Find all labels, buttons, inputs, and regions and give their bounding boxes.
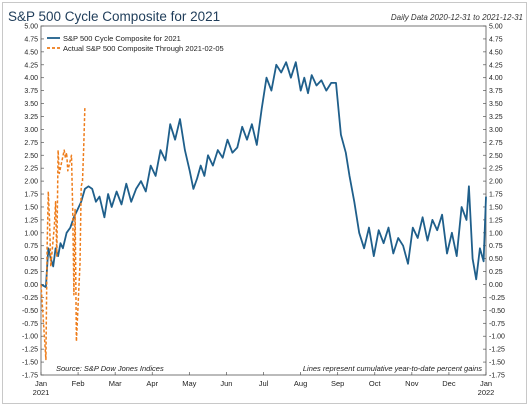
- x-tick-label: Jan: [35, 379, 47, 388]
- y-tick-label-right: 3.00: [489, 127, 503, 134]
- x-tick-label: Feb: [72, 379, 85, 388]
- chart-title: S&P 500 Cycle Composite for 2021: [8, 9, 220, 24]
- y-tick-label-left: 3.00: [24, 127, 38, 134]
- chart-border: [2, 2, 527, 404]
- y-tick-label-left: 4.25: [24, 62, 38, 69]
- x-tick-label: Jan: [480, 379, 492, 388]
- y-tick-label-left: 0.75: [24, 243, 38, 250]
- y-tick-label-left: 5.00: [24, 24, 38, 31]
- y-tick-label-left: 1.50: [24, 204, 38, 211]
- x-tick-label: Nov: [405, 379, 419, 388]
- y-tick-label-right: 2.00: [489, 179, 503, 186]
- legend-label-actual: Actual S&P 500 Composite Through 2021-02…: [63, 44, 224, 53]
- y-tick-label-left: 2.75: [24, 140, 38, 147]
- y-tick-label-left: 2.00: [24, 179, 38, 186]
- y-tick-label-right: -1.50: [489, 360, 505, 367]
- y-tick-label-left: 3.25: [24, 114, 38, 121]
- y-tick-label-left: 2.25: [24, 166, 38, 173]
- y-tick-label-right: 1.50: [489, 204, 503, 211]
- x-tick-label: May: [182, 379, 196, 388]
- y-tick-label-left: 1.00: [24, 230, 38, 237]
- y-tick-label-right: 4.25: [489, 62, 503, 69]
- y-tick-label-right: 4.50: [489, 49, 503, 56]
- x-tick-label: Mar: [109, 379, 122, 388]
- y-tick-label-right: -1.25: [489, 347, 505, 354]
- y-tick-label-right: 1.00: [489, 230, 503, 237]
- y-tick-label-left: 1.75: [24, 192, 38, 199]
- source-note: Source: S&P Dow Jones Indices: [56, 364, 164, 373]
- y-tick-label-left: 3.50: [24, 101, 38, 108]
- y-tick-label-right: 0.00: [489, 282, 503, 289]
- x-tick-label: Oct: [369, 379, 382, 388]
- y-tick-label-right: 4.75: [489, 36, 503, 43]
- y-tick-label-right: 5.00: [489, 24, 503, 31]
- y-tick-label-left: 3.75: [24, 88, 38, 95]
- series-layer: [40, 61, 487, 361]
- y-tick-label-right: -1.75: [489, 373, 505, 380]
- y-tick-label-left: 2.50: [24, 153, 38, 160]
- y-tick-label-left: -1.25: [22, 347, 38, 354]
- y-axis-left: 5.00 4.75 4.50 4.25 4.00 3.75 3.50 3.25 3.00 2.75…: [22, 24, 44, 380]
- legend-label-composite: S&P 500 Cycle Composite for 2021: [63, 34, 181, 43]
- y-tick-label-right: 1.25: [489, 217, 503, 224]
- x-tick-label: Aug: [294, 379, 307, 388]
- y-tick-label-right: 3.75: [489, 88, 503, 95]
- y-tick-label-left: 0.50: [24, 256, 38, 263]
- y-tick-label-left: 0.00: [24, 282, 38, 289]
- y-tick-label-right: 1.75: [489, 192, 503, 199]
- y-tick-label-right: -0.25: [489, 295, 505, 302]
- y-tick-label-right: 3.25: [489, 114, 503, 121]
- x-tick-label: Sep: [331, 379, 344, 388]
- x-tick-label: Apr: [146, 379, 158, 388]
- y-tick-label-right: 4.00: [489, 75, 503, 82]
- y-tick-label-left: -1.75: [22, 373, 38, 380]
- y-tick-label-right: 2.75: [489, 140, 503, 147]
- y-tick-label-right: 0.75: [489, 243, 503, 250]
- legend: S&P 500 Cycle Composite for 2021 Actual …: [47, 34, 224, 53]
- series-line-actual-composite: [40, 106, 86, 361]
- x-tick-year-label: 2021: [33, 388, 50, 397]
- y-tick-label-left: 4.00: [24, 75, 38, 82]
- y-tick-label-left: -1.50: [22, 360, 38, 367]
- y-tick-label-right: -0.75: [489, 321, 505, 328]
- y-tick-label-left: 0.25: [24, 269, 38, 276]
- x-tick-label: Jun: [220, 379, 232, 388]
- y-tick-label-right: 2.50: [489, 153, 503, 160]
- y-tick-label-left: -0.75: [22, 321, 38, 328]
- series-line-cycle-composite: [40, 61, 487, 289]
- y-tick-label-right: -1.00: [489, 334, 505, 341]
- y-tick-label-left: -0.25: [22, 295, 38, 302]
- x-tick-label: Jul: [259, 379, 269, 388]
- y-tick-label-right: 3.50: [489, 101, 503, 108]
- y-tick-label-right: -0.50: [489, 308, 505, 315]
- y-tick-label-left: 4.50: [24, 49, 38, 56]
- y-tick-label-right: 0.50: [489, 256, 503, 263]
- x-tick-label: Dec: [442, 379, 456, 388]
- y-tick-label-left: 1.25: [24, 217, 38, 224]
- y-tick-label-right: 2.25: [489, 166, 503, 173]
- chart-subtitle: Daily Data 2020-12-31 to 2021-12-31: [391, 13, 523, 22]
- footnote: Lines represent cumulative year-to-date …: [303, 364, 482, 373]
- y-tick-label-left: -0.50: [22, 308, 38, 315]
- x-tick-year-label: 2022: [478, 388, 495, 397]
- y-tick-label-left: 4.75: [24, 36, 38, 43]
- y-tick-label-right: 0.25: [489, 269, 503, 276]
- y-axis-right: 5.00 4.75 4.50 4.25 4.00 3.75 3.50 3.25 3.00 2.75…: [483, 24, 505, 380]
- y-tick-label-left: -1.00: [22, 334, 38, 341]
